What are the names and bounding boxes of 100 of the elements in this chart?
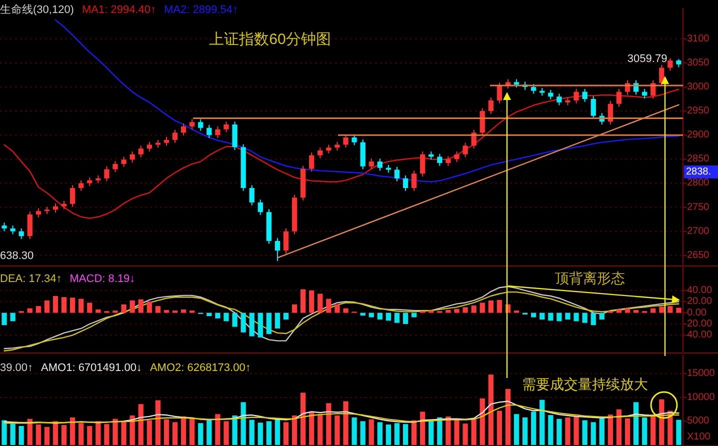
bar [582,312,588,323]
bar [352,417,357,445]
bar [386,312,392,321]
annotation: 39.00↑ [0,362,34,374]
bar [624,418,630,445]
y-tick-label: 3100 [687,33,710,44]
bar [650,414,656,445]
text: DEA: 17.34↑ [0,273,62,285]
bar [386,424,392,445]
bar [616,409,622,445]
bar [574,312,579,322]
y-tick-label: 0.00 [687,307,707,318]
bar [78,298,84,313]
bar [334,416,340,445]
candlestick [556,93,562,106]
bar [2,420,7,445]
bar [574,416,579,445]
bar [172,422,178,445]
bar [36,306,41,313]
candlestick [402,175,408,192]
candlestick [130,150,135,164]
bar [428,420,434,445]
candlestick [206,124,212,138]
bar [556,312,562,322]
bar [300,289,306,313]
bar [412,312,417,318]
bar [215,414,220,445]
y-tick-label: 3050 [687,57,710,68]
bar [402,424,408,445]
candlestick [368,158,374,170]
bar [676,308,682,313]
bar [138,299,144,313]
bar [318,294,323,313]
bar [599,312,604,320]
candlestick [574,88,579,104]
bar [155,400,161,445]
bar [582,420,588,445]
annotation: 638.30 [0,250,34,262]
bar [334,304,340,313]
bar [121,304,126,313]
bar [480,302,485,313]
candlestick [215,126,220,138]
bar [78,423,84,445]
bar [292,416,298,445]
y-tick-label: 2800 [687,178,710,189]
candlestick [121,156,126,168]
candlestick [78,180,84,192]
bar [590,422,596,445]
bar [258,422,263,445]
candlestick [616,88,622,108]
bar [343,401,348,445]
bar [676,420,682,445]
bar [309,412,314,445]
bar [556,418,562,445]
bar [96,421,101,445]
bar [668,306,673,313]
bar [446,416,451,445]
candlestick [70,184,76,208]
bar [292,304,298,313]
bar [104,424,110,445]
bar [258,312,263,338]
bar [44,300,50,313]
bar [27,418,32,445]
bar [52,421,58,445]
candlestick [172,129,178,144]
bar [548,312,554,321]
candlestick [180,123,186,136]
bar [624,308,630,313]
candlestick [420,150,426,177]
text: 2838. [686,166,712,178]
candlestick [531,84,536,94]
y-tick-label: 2950 [687,106,710,117]
bar [198,423,204,445]
bar [61,425,67,445]
bar [471,306,476,313]
text: X100 [687,432,711,442]
candlestick [146,141,152,152]
bar [616,309,622,313]
bar [206,420,212,445]
bar [274,418,280,445]
bar [112,418,118,445]
bar [266,312,272,334]
bar [368,419,374,445]
bar [633,402,639,445]
bar [309,290,314,313]
bar [394,423,400,445]
bar [274,312,280,328]
candlestick [258,199,263,216]
bar [377,312,382,320]
bar [462,307,468,313]
bar [531,412,536,445]
bar [87,302,92,313]
bar [360,421,366,445]
y-tick-label: 20.00 [687,318,712,330]
bar [146,420,152,445]
candlestick [274,238,280,262]
candlestick [659,64,664,87]
bar [318,414,323,445]
candlestick [198,118,204,132]
bar [326,403,332,445]
